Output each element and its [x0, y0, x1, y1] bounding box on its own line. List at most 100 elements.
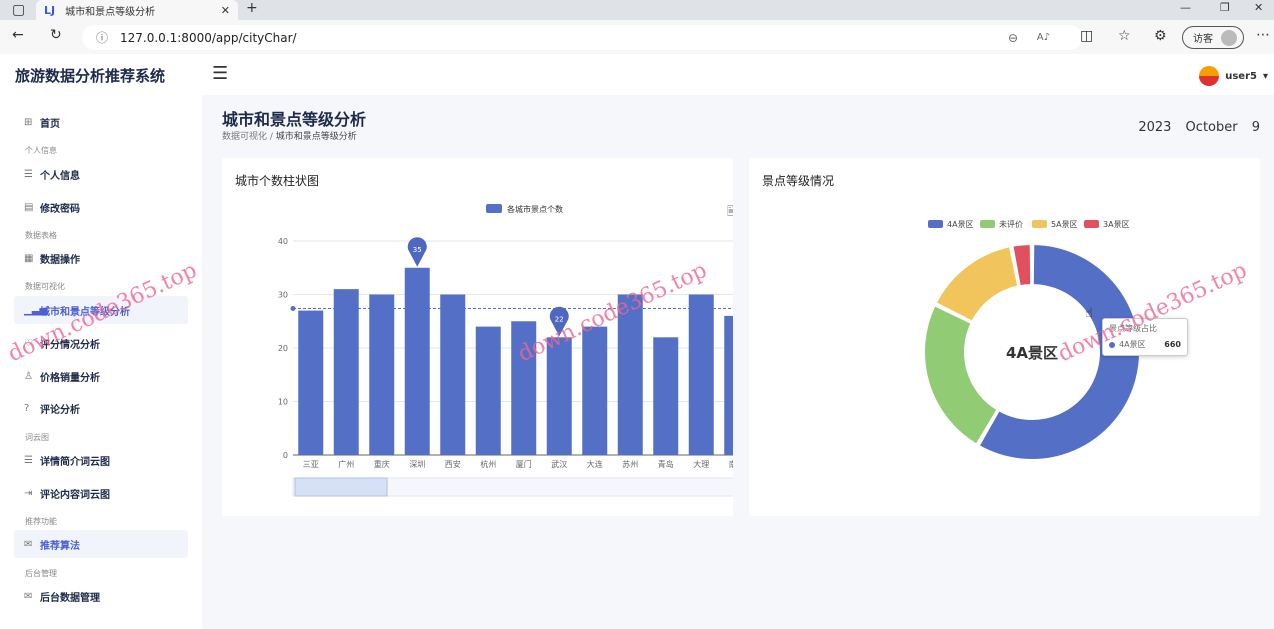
bar — [546, 337, 572, 455]
bar — [653, 337, 679, 455]
sidebar-section: 词云图 — [25, 433, 49, 442]
sidebar-item-label: 推荐算法 — [40, 540, 80, 552]
favorites-icon[interactable]: ☆ — [1118, 28, 1131, 44]
x-tick-label: 厦门 — [516, 459, 532, 469]
legend-label: 3A景区 — [1103, 220, 1130, 229]
user-menu[interactable]: user5 ▾ — [1199, 66, 1268, 86]
sidebar-item-password[interactable]: ▤ 修改密码 — [14, 193, 188, 221]
sidebar-item-city-level[interactable]: ▁▃▅ 城市和景点等级分析 — [14, 296, 188, 324]
x-tick-label: 苏州 — [622, 459, 638, 469]
sidebar-section: 数据可视化 — [25, 282, 65, 291]
tooltip-name: 4A景区 — [1119, 340, 1146, 349]
extensions-icon[interactable]: ⚙ — [1154, 28, 1167, 44]
new-tab-icon[interactable]: + — [246, 0, 258, 16]
caret-down-icon: ▾ — [1262, 70, 1268, 82]
zoom-icon[interactable]: ⊖ — [1007, 30, 1018, 45]
datazoom-selection — [294, 477, 388, 497]
address-row: ← ↻ ⓘ 127.0.0.1:8000/app/cityChar/ ⊖ A♪ … — [0, 20, 1274, 54]
refresh-icon[interactable]: ↻ — [50, 27, 62, 43]
sidebar-item-label: 数据操作 — [40, 254, 80, 266]
y-tick-label: 30 — [278, 291, 288, 300]
mail-icon: ✉ — [24, 590, 33, 602]
browser-tab-bar: ▢ LJ 城市和景点等级分析 ✕ + — ❐ ✕ — [0, 0, 1274, 20]
x-tick-label: 广州 — [338, 459, 354, 469]
url-text: 127.0.0.1:8000/app/cityChar/ — [120, 30, 297, 45]
sidebar-item-price[interactable]: ♙ 价格销量分析 — [14, 362, 188, 390]
average-line-marker — [290, 305, 296, 311]
profile-label: 访客 — [1193, 34, 1213, 45]
sidebar-item-label: 后台数据管理 — [40, 592, 100, 604]
x-tick-label: 重庆 — [374, 459, 390, 469]
tab-title: 城市和景点等级分析 — [65, 6, 156, 18]
sidebar-item-home[interactable]: ⊞ 首页 — [14, 108, 188, 136]
mark-point-pin — [407, 237, 427, 267]
cursor-hand-icon: ☝ — [1085, 306, 1093, 321]
split-screen-icon[interactable]: ◫ — [1080, 28, 1094, 44]
sidebar-section: 数据表格 — [25, 231, 57, 240]
date-display: 2023 October 9 — [1138, 120, 1260, 135]
pie-slice — [934, 245, 1020, 323]
read-aloud-icon[interactable]: A♪ — [1036, 32, 1050, 43]
x-tick-label: 深圳 — [409, 459, 425, 469]
bar-chart-card: 城市个数柱状图 各城市景点个数 🗎 0 10 20 30 40 三亚 广州 重庆 深圳 西安 杭州 厦门 武… — [222, 158, 733, 516]
datazoom-track — [292, 477, 733, 497]
document-icon: ▤ — [24, 201, 34, 213]
sidebar-item-profile[interactable]: ☰ 个人信息 — [14, 160, 188, 188]
menu-toggle-icon[interactable]: ☰ — [212, 63, 229, 84]
bar — [617, 294, 643, 455]
browser-tab[interactable]: LJ 城市和景点等级分析 ✕ — [36, 0, 238, 20]
minimize-icon[interactable]: — — [1180, 1, 1191, 14]
legend-label: 未评价 — [999, 219, 1023, 229]
y-tick-label: 0 — [283, 451, 288, 460]
site-logo-icon: LJ — [44, 3, 56, 17]
tooltip-title: 景点等级占比 — [1109, 324, 1157, 333]
sidebar-section: 后台管理 — [25, 569, 57, 578]
sidebar-item-label: 详情简介词云图 — [40, 456, 110, 468]
y-tick-label: 10 — [278, 398, 288, 407]
tooltip: 景点等级占比 4A景区 660 — [1102, 318, 1188, 356]
sidebar-item-label: 修改密码 — [40, 203, 80, 215]
sidebar-item-comments[interactable]: ? 评论分析 — [14, 394, 188, 422]
list-icon: ☰ — [24, 168, 33, 180]
legend-swatch — [1032, 220, 1047, 228]
login-icon: ⇥ — [24, 487, 33, 499]
maximize-icon[interactable]: ❐ — [1220, 1, 1230, 14]
sidebar-section: 个人信息 — [25, 146, 57, 155]
card-title: 景点等级情况 — [762, 174, 835, 188]
legend-swatch — [928, 220, 943, 228]
profile-button[interactable]: 访客 — [1182, 26, 1244, 49]
tooltip-value: 660 — [1164, 340, 1181, 349]
card-title: 城市个数柱状图 — [235, 174, 320, 188]
x-tick-label: 杭州 — [480, 459, 496, 469]
address-bar[interactable]: ⓘ 127.0.0.1:8000/app/cityChar/ ⊖ A♪ — [82, 25, 1082, 50]
sidebar-item-comment-cloud[interactable]: ⇥ 评论内容词云图 — [14, 479, 188, 507]
mark-point-pin — [549, 306, 569, 337]
x-tick-label: 南京 — [729, 459, 733, 469]
back-icon[interactable]: ← — [12, 27, 24, 43]
sidebar-item-detail-cloud[interactable]: ☰ 详情简介词云图 — [14, 446, 188, 474]
sidebar-item-recommend[interactable]: ✉ 推荐算法 — [14, 530, 188, 558]
avatar — [1199, 66, 1220, 86]
list-icon: ☰ — [24, 454, 33, 466]
x-tick-label: 三亚 — [303, 460, 319, 469]
more-icon[interactable]: ⋯ — [1256, 27, 1270, 43]
sidebar-item-label: 评分情况分析 — [40, 339, 100, 351]
sidebar-item-admin[interactable]: ✉ 后台数据管理 — [14, 582, 188, 610]
sidebar-item-rating[interactable]: ♡ 评分情况分析 — [14, 329, 188, 357]
bar — [369, 294, 395, 455]
close-window-icon[interactable]: ✕ — [1254, 1, 1264, 14]
bar — [511, 321, 537, 455]
tab-actions-icon[interactable]: ▢ — [12, 2, 26, 18]
sidebar-item-label: 评论分析 — [40, 404, 80, 416]
bar — [724, 315, 733, 455]
breadcrumb-item[interactable]: 数据可视化 — [222, 132, 268, 142]
sidebar-item-data-ops[interactable]: ▦ 数据操作 — [14, 244, 188, 272]
breadcrumb: 数据可视化 / 城市和景点等级分析 — [222, 132, 357, 142]
username: user5 — [1225, 70, 1257, 82]
close-tab-icon[interactable]: ✕ — [220, 3, 230, 17]
question-icon: ? — [24, 402, 30, 414]
sidebar-item-label: 城市和景点等级分析 — [40, 306, 130, 318]
x-tick-label: 西安 — [445, 459, 461, 469]
bar-chart-icon: ▁▃▅ — [24, 304, 48, 316]
bar — [688, 294, 714, 455]
